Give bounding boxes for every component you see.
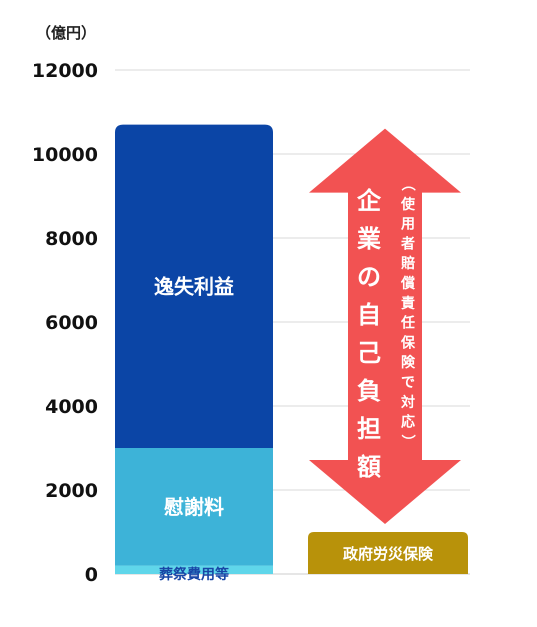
arrow-sub-char: で [401, 375, 415, 391]
bar-segment-label: 葬祭費用等 [159, 566, 229, 583]
arrow-sub-char: 者 [401, 236, 415, 252]
arrow-main-char: 自 [357, 301, 381, 329]
arrow-main-char: 負 [357, 377, 381, 405]
arrow-sub-char: 険 [401, 354, 416, 371]
arrow-sub-char: 責 [401, 295, 415, 312]
arrow-sub-char: 対 [400, 394, 415, 411]
arrow-main-char: 額 [357, 453, 381, 481]
bar-segment [115, 124, 273, 448]
arrow-main-char: 担 [357, 415, 381, 443]
y-tick-label: 6000 [45, 312, 98, 334]
arrow-sub-char: 償 [400, 275, 416, 292]
stacked-bar: 葬祭費用等 慰謝料 逸失利益 [115, 124, 273, 583]
arrow-main-char: 業 [357, 225, 381, 253]
y-tick-label: 0 [85, 564, 98, 586]
arrow-main-char: 企 [357, 187, 382, 215]
bar-segment-label: 慰謝料 [164, 495, 224, 519]
arrow-sub-char: 使 [400, 196, 416, 213]
arrow-sub-char: （ [399, 177, 415, 191]
arrow-main-char: の [357, 263, 381, 291]
unit-label: （億円） [36, 24, 96, 42]
arrow-sub-char: 用 [401, 217, 415, 233]
y-tick-label: 2000 [45, 480, 98, 502]
arrow-sub-char: 保 [400, 334, 416, 351]
bar-segment [115, 565, 273, 574]
bar-segment-label: 逸失利益 [154, 274, 234, 298]
bar-segment [115, 448, 273, 566]
y-tick-label: 4000 [45, 396, 98, 418]
arrow-sub-char: 応 [401, 414, 415, 431]
arrow-shape [309, 128, 461, 524]
government-insurance-box: 政府労災保険 [308, 532, 468, 574]
arrow-sub-char: 任 [400, 315, 415, 332]
y-tick-label: 8000 [45, 228, 98, 250]
y-axis: 0 2000 4000 6000 8000 10000 12000 [32, 60, 98, 586]
arrow-sub-char: ） [399, 434, 415, 448]
arrow-main-char: 己 [357, 339, 381, 367]
government-box-shape [308, 532, 468, 574]
y-tick-label: 10000 [32, 144, 98, 166]
y-tick-label: 12000 [32, 60, 98, 82]
arrow-sub-char: 賠 [401, 255, 415, 272]
government-box-label: 政府労災保険 [343, 545, 434, 563]
